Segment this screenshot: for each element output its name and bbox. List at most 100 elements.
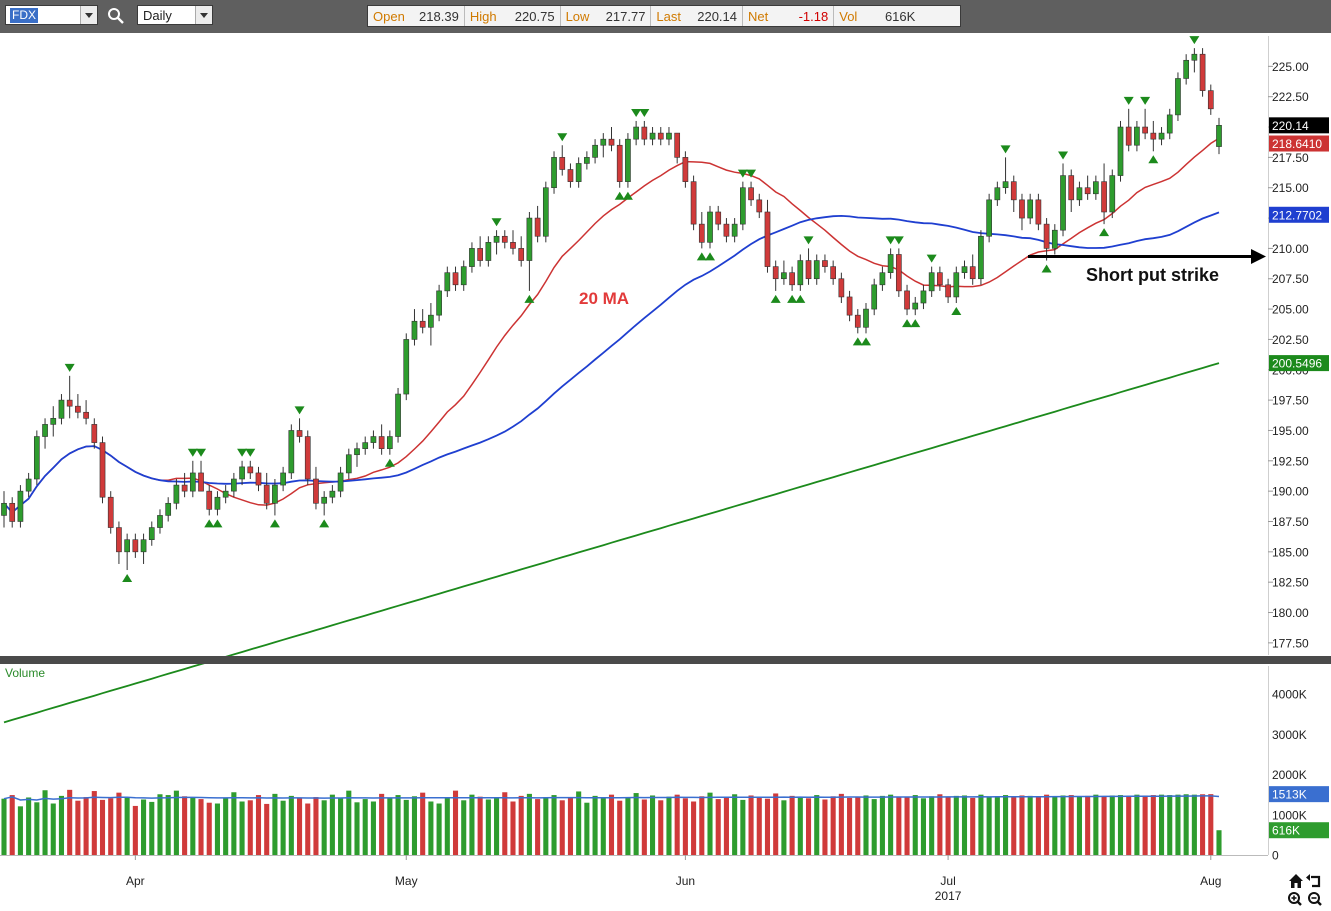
candle-body: [452, 272, 459, 286]
swing-low-marker: [902, 319, 913, 328]
candle-body: [937, 272, 943, 286]
quote-label: High: [469, 8, 497, 24]
volume-bar: [83, 797, 89, 855]
volume-bar: [223, 797, 229, 855]
volume-tick-label: 4000K: [1272, 688, 1307, 702]
y-tick-label: 182.50: [1272, 576, 1309, 590]
volume-bar: [26, 797, 32, 855]
volume-bar: [682, 798, 688, 855]
volume-bar: [1183, 794, 1189, 855]
candle-body: [871, 284, 878, 310]
candle-body: [978, 235, 984, 280]
candle-body: [165, 502, 172, 516]
quote-value: 218.39: [419, 8, 459, 24]
candle-body: [731, 223, 738, 237]
candle-body: [895, 254, 902, 292]
candle-body: [1183, 59, 1190, 79]
candle-body: [124, 539, 130, 553]
volume-bar: [182, 796, 188, 855]
swing-low-marker: [524, 294, 535, 303]
candle-body: [1010, 181, 1017, 201]
candle-body: [1084, 187, 1091, 195]
quote-net: Net -1.18: [743, 6, 835, 26]
candle-body: [280, 472, 286, 486]
volume-bar: [444, 797, 450, 855]
quote-label: Last: [656, 8, 681, 24]
swing-low-marker: [319, 519, 330, 528]
volume-bar: [1191, 794, 1197, 855]
candle-body: [288, 430, 295, 474]
interval-select[interactable]: Daily: [137, 5, 213, 25]
undo-icon[interactable]: [1306, 874, 1321, 888]
candle-body: [542, 187, 549, 237]
candle-body: [1142, 126, 1148, 134]
ma20-line: [3, 137, 1220, 514]
symbol-input[interactable]: FDX: [5, 5, 98, 25]
zoom-out-icon[interactable]: [1308, 892, 1322, 906]
candle-body: [247, 466, 254, 474]
annotation-short-put-strike: Short put strike: [1086, 265, 1219, 285]
price-chart[interactable]: 20 MA Short put strike 177.50 180.00 182.5…: [0, 33, 1331, 911]
candle-body: [846, 296, 853, 316]
candle-body: [231, 478, 237, 492]
candle-body: [214, 496, 221, 510]
volume-bar: [666, 796, 672, 855]
candle-body: [682, 157, 689, 182]
interval-value: Daily: [143, 8, 172, 23]
volume-bar: [1052, 796, 1058, 855]
swing-high-marker: [1058, 151, 1069, 160]
candle-body: [17, 490, 24, 522]
home-icon[interactable]: [1289, 874, 1303, 888]
swing-high-marker: [294, 406, 305, 415]
volume-bar: [116, 792, 122, 855]
y-tick-label: 205.00: [1272, 303, 1309, 317]
volume-bar: [994, 796, 1000, 855]
candle-body: [912, 302, 919, 310]
volume-bar: [526, 793, 532, 855]
volume-bar: [387, 797, 393, 855]
swing-low-marker: [384, 458, 395, 467]
candle-body: [378, 436, 385, 449]
symbol-dropdown-button[interactable]: [80, 6, 97, 24]
search-icon[interactable]: [107, 7, 125, 25]
volume-bar: [625, 797, 631, 855]
x-tick-label: Apr: [126, 874, 145, 888]
candle-body: [436, 290, 442, 316]
candle-body: [789, 272, 795, 286]
volume-bar: [305, 803, 311, 855]
volume-bar: [789, 795, 795, 855]
candle-body: [748, 187, 754, 201]
swing-high-marker: [64, 363, 75, 372]
volume-bar: [674, 794, 680, 855]
candle-body: [822, 260, 828, 267]
volume-bar: [379, 793, 385, 855]
candle-body: [173, 484, 180, 504]
swing-low-marker: [622, 191, 633, 200]
candle-body: [263, 484, 270, 504]
volume-bar: [543, 797, 549, 855]
volume-bar: [715, 799, 721, 855]
candle-body: [625, 138, 631, 182]
volume-bar: [403, 799, 409, 855]
swing-low-marker: [860, 337, 871, 346]
swing-low-marker: [1041, 264, 1052, 273]
interval-dropdown-button[interactable]: [195, 6, 212, 24]
volume-bar: [272, 793, 278, 855]
volume-bar: [838, 793, 844, 855]
volume-bar: [231, 792, 237, 855]
swing-high-marker: [893, 236, 904, 245]
quote-value: 220.14: [697, 8, 737, 24]
candle-body: [66, 399, 73, 407]
zoom-in-icon[interactable]: [1288, 892, 1302, 906]
candle-body: [1051, 229, 1058, 249]
volume-bar: [805, 798, 812, 855]
candle-body: [403, 339, 410, 395]
ma50-price-tag: 212.7702: [1272, 208, 1322, 222]
volume-bar: [346, 790, 352, 855]
volume-bar: [67, 789, 73, 855]
volume-bar: [494, 798, 500, 855]
volume-bar: [288, 795, 294, 855]
volume-bar: [748, 795, 754, 855]
candle-body: [772, 266, 779, 280]
candle-body: [386, 436, 393, 449]
